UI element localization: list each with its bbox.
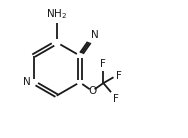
Text: N: N — [91, 30, 99, 40]
Text: F: F — [100, 59, 106, 69]
Text: NH$_2$: NH$_2$ — [46, 7, 67, 21]
Text: N: N — [23, 77, 31, 87]
Text: O: O — [88, 86, 96, 96]
Text: F: F — [113, 94, 119, 104]
Text: F: F — [116, 71, 122, 81]
